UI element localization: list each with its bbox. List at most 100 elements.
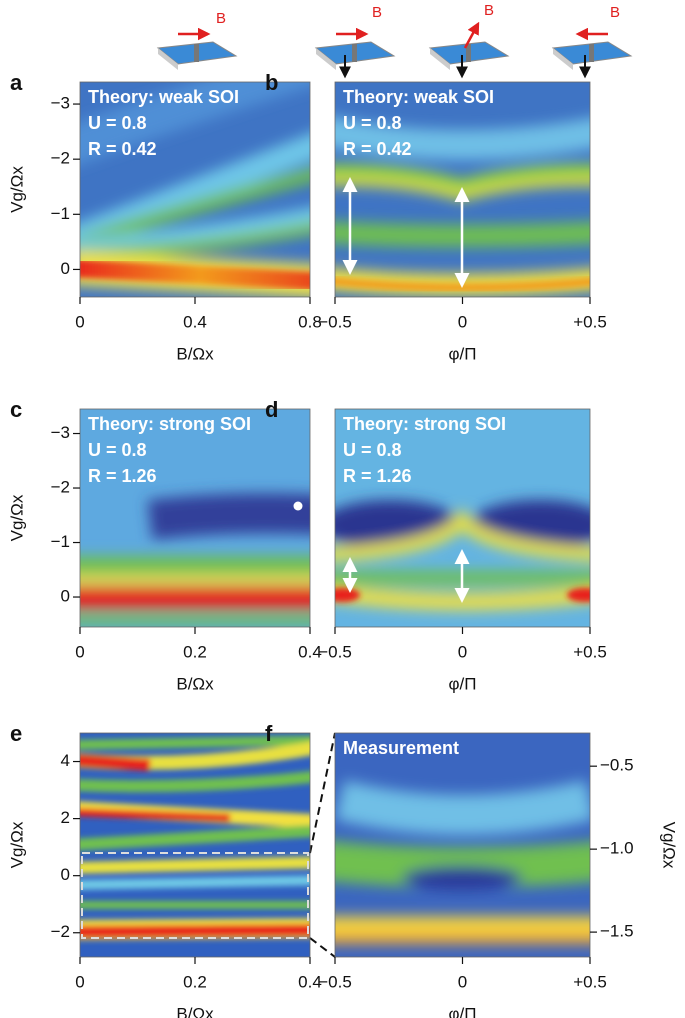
x-tick-label: 0.2 <box>183 972 207 991</box>
heatmap-shape <box>158 48 178 70</box>
heatmap-f <box>335 733 590 957</box>
x-tick-label: 0 <box>75 972 84 991</box>
x-tick-label: 0.8 <box>298 312 322 331</box>
panel-letter: b <box>265 70 278 95</box>
annotation: U = 0.8 <box>343 113 402 133</box>
heatmap-shape <box>428 21 510 70</box>
x-tick-label: 0 <box>75 642 84 661</box>
y-tick-label: −3 <box>51 423 70 442</box>
heatmap-shape <box>80 82 310 165</box>
y-axis-label: Vg/Ωx <box>7 821 26 868</box>
x-tick-label: +0.5 <box>573 642 607 661</box>
heatmap-shape <box>316 48 336 70</box>
heatmap-shape <box>80 493 310 625</box>
heatmap-shape <box>430 48 450 70</box>
heatmap-shape <box>589 44 594 62</box>
y-tick-label: 4 <box>61 751 70 770</box>
x-tick-label: −0.5 <box>318 972 352 991</box>
x-tick-label: 0.2 <box>183 642 207 661</box>
heatmap-shape <box>335 780 590 944</box>
annotation: Measurement <box>343 738 459 758</box>
x-tick-label: 0 <box>458 972 467 991</box>
y-tick-label: −2 <box>51 922 70 941</box>
zoom-line <box>309 732 336 854</box>
b-label: B <box>372 4 382 21</box>
heatmap-shape <box>335 780 590 835</box>
heatmap-shape <box>352 44 357 62</box>
annotation: R = 0.42 <box>343 139 412 159</box>
x-tick-label: +0.5 <box>573 972 607 991</box>
y-tick-label: −2 <box>51 478 70 497</box>
heatmap-shape <box>567 588 590 602</box>
annotation: U = 0.8 <box>343 440 402 460</box>
x-axis-label: φ/Π <box>448 674 476 693</box>
b-label: B <box>610 4 620 21</box>
y-axis-label: Vg/Ωx <box>660 822 679 869</box>
heatmap-shape <box>80 754 151 771</box>
field-icons <box>156 21 633 79</box>
y-tick-label: 0 <box>61 587 70 606</box>
panel-letter: a <box>10 70 23 95</box>
b-label: B <box>216 10 226 27</box>
heatmap-shape <box>80 168 310 250</box>
heatmap-d <box>335 409 590 627</box>
x-tick-label: 0 <box>458 312 467 331</box>
y-tick-label: −3 <box>51 94 70 113</box>
heatmap-shape <box>335 508 590 562</box>
x-tick-label: −0.5 <box>318 312 352 331</box>
heatmap-shape <box>80 856 310 874</box>
x-tick-label: 0 <box>458 642 467 661</box>
panel-letter: e <box>10 721 22 746</box>
y-tick-label: −2 <box>51 149 70 168</box>
heatmap-shape <box>314 27 396 70</box>
heatmap-shape <box>80 259 310 290</box>
heatmap-shape <box>335 588 360 602</box>
y-tick-label: 2 <box>61 808 70 827</box>
heatmap-c <box>80 409 310 627</box>
x-axis-label: B/Ωx <box>176 1004 214 1018</box>
panel-letter: d <box>265 397 278 422</box>
heatmap-shape <box>553 48 573 70</box>
y-axis-label: Vg/Ωx <box>7 166 26 213</box>
annotation: R = 0.42 <box>88 139 157 159</box>
heatmap-shape <box>80 207 310 261</box>
annotation: Theory: weak SOI <box>343 87 494 107</box>
heatmap-shape <box>80 133 310 251</box>
x-axis-label: φ/Π <box>448 344 476 363</box>
x-axis-label: B/Ωx <box>176 344 214 363</box>
y-tick-label: −1 <box>51 204 70 223</box>
y-tick-label: −0.5 <box>600 756 634 775</box>
heatmap-shape <box>335 117 590 160</box>
heatmap-shape <box>80 771 310 793</box>
panel-letter: f <box>265 721 273 746</box>
x-tick-label: 0.4 <box>183 312 207 331</box>
heatmap-shape <box>335 221 590 247</box>
heatmap-shape <box>402 866 522 890</box>
y-axis-label: Vg/Ωx <box>7 494 26 541</box>
y-tick-label: −1.5 <box>600 922 634 941</box>
x-axis-label: φ/Π <box>448 1004 476 1018</box>
y-tick-label: −1 <box>51 532 70 551</box>
b-label: B <box>484 2 494 19</box>
heatmap-shape <box>81 852 309 939</box>
y-tick-label: −1.0 <box>600 839 634 858</box>
x-tick-label: +0.5 <box>573 312 607 331</box>
annotation: R = 1.26 <box>343 466 412 486</box>
y-tick-label: 0 <box>61 259 70 278</box>
heatmap-shape <box>156 27 238 70</box>
heatmap-shape <box>147 493 310 540</box>
annotation: Theory: strong SOI <box>88 414 251 434</box>
heatmap-shape <box>466 44 471 62</box>
heatmap-shape <box>80 825 310 851</box>
heatmap-shape <box>80 735 310 940</box>
x-tick-label: −0.5 <box>318 642 352 661</box>
heatmap-shape <box>80 875 310 890</box>
heatmap-shape <box>551 27 633 70</box>
heatmap-shape <box>463 21 480 49</box>
x-tick-label: 0.4 <box>298 642 322 661</box>
annotation: U = 0.8 <box>88 440 147 460</box>
heatmap-shape <box>80 735 310 750</box>
heatmap-shape <box>80 924 310 938</box>
panel-letter: c <box>10 397 22 422</box>
